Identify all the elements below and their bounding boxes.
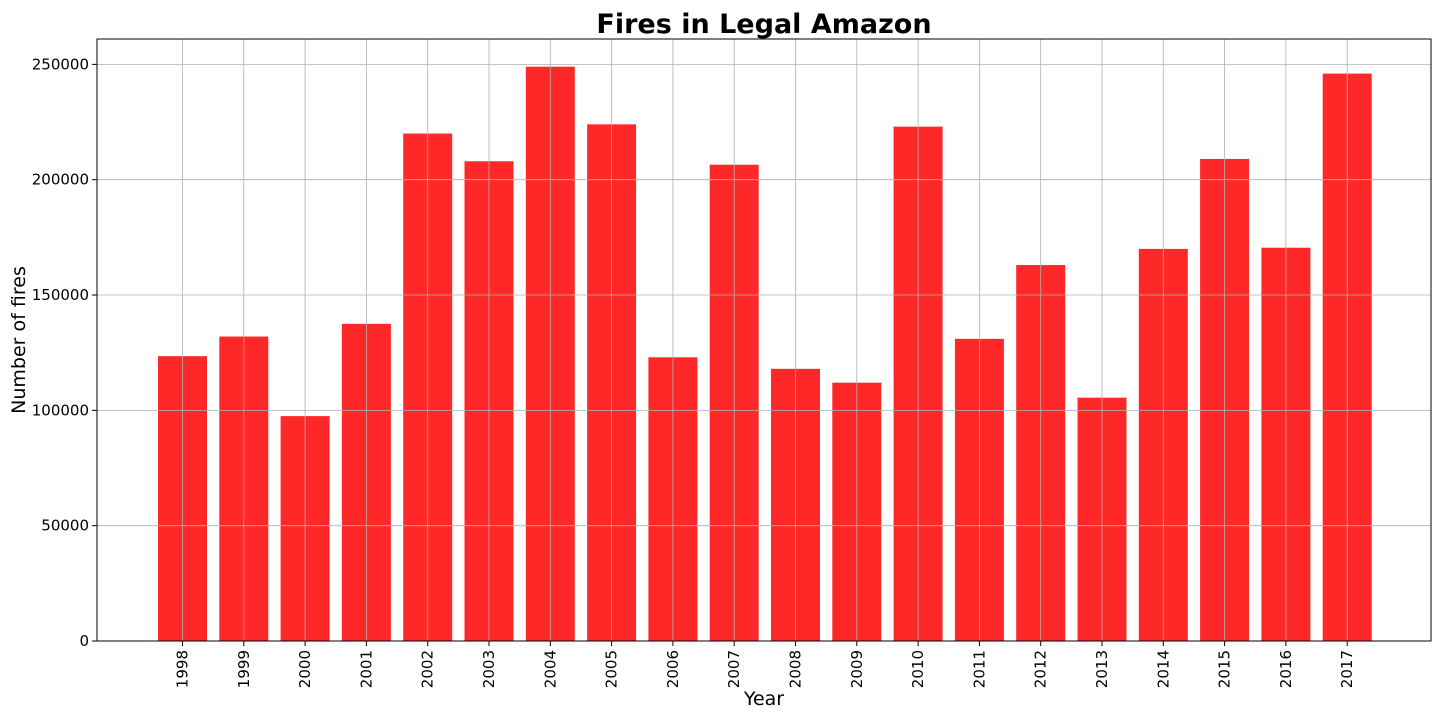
- y-tick-label: 250000: [32, 55, 89, 73]
- x-tick-label: 2005: [603, 650, 621, 688]
- y-tick-label: 100000: [32, 401, 89, 419]
- x-tick-label: 2016: [1277, 650, 1295, 688]
- x-tick-label: 2000: [296, 650, 314, 688]
- bars-group: [158, 66, 1372, 642]
- x-tick-label: 2010: [909, 650, 927, 688]
- chart-title: Fires in Legal Amazon: [596, 9, 931, 40]
- x-tick-label: 1998: [174, 650, 192, 688]
- x-tick-label: 2001: [357, 650, 375, 688]
- x-tick-label: 2017: [1338, 650, 1356, 688]
- y-axis-ticks: 0 50000 100000 150000 200000 250000: [32, 55, 97, 650]
- y-tick-label: 200000: [32, 171, 89, 189]
- y-tick-label: 150000: [32, 286, 89, 304]
- y-tick-label: 50000: [41, 517, 89, 535]
- x-tick-label: 1999: [235, 650, 253, 688]
- x-tick-label: 2002: [419, 650, 437, 688]
- x-tick-label: 2008: [787, 650, 805, 688]
- x-tick-label: 2013: [1093, 650, 1111, 688]
- y-tick-label: 0: [79, 632, 89, 650]
- x-tick-label: 2006: [664, 650, 682, 688]
- x-tick-label: 2009: [848, 650, 866, 688]
- x-tick-label: 2015: [1216, 650, 1234, 688]
- x-tick-label: 2004: [541, 650, 559, 688]
- x-tick-label: 2003: [480, 650, 498, 688]
- x-tick-label: 2014: [1154, 650, 1172, 688]
- x-tick-label: 2012: [1032, 650, 1050, 688]
- x-tick-label: 2011: [970, 650, 988, 688]
- y-axis-label: Number of fires: [8, 266, 30, 414]
- plot-area-frame: [96, 38, 1432, 642]
- x-tick-label: 2007: [725, 650, 743, 688]
- x-axis-label: Year: [743, 688, 784, 710]
- x-axis-ticks: 1998 1999 2000 2001 2002 2003 2004 2005 2006 2007…: [174, 641, 1356, 688]
